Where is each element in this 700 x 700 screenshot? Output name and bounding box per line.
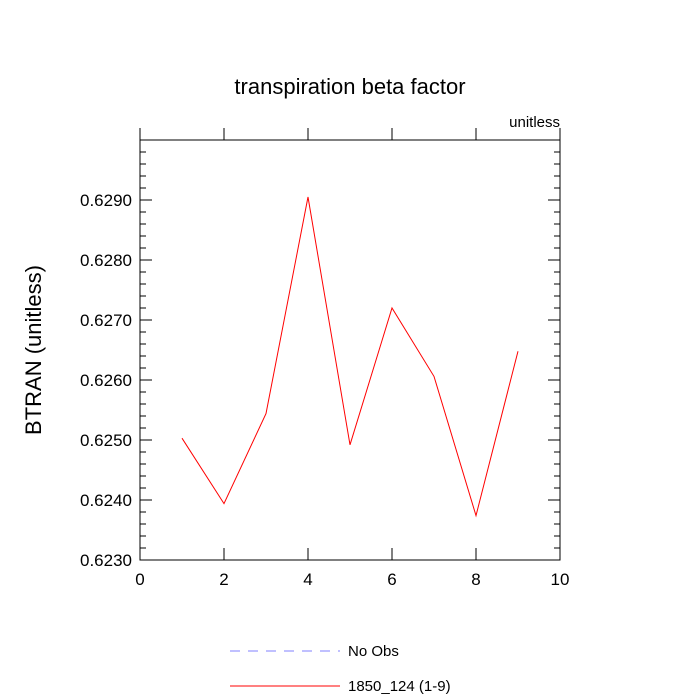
axis-ticks <box>139 128 561 561</box>
y-tick-label: 0.6250 <box>80 431 132 450</box>
y-tick-label: 0.6240 <box>80 491 132 510</box>
legend-label: No Obs <box>348 643 399 660</box>
x-tick-label: 0 <box>135 570 144 589</box>
x-tick-label: 10 <box>551 570 570 589</box>
x-tick-label: 4 <box>303 570 312 589</box>
y-tick-label: 0.6270 <box>80 311 132 330</box>
axis-tick-labels: 0 2 4 6 8 10 0.6230 0.6240 0.6250 0.6260 0.6270 0.6… <box>80 191 569 589</box>
x-tick-label: 6 <box>387 570 396 589</box>
y-axis-label: BTRAN (unitless) <box>21 265 46 435</box>
x-tick-label: 2 <box>219 570 228 589</box>
plot-frame <box>139 139 561 561</box>
x-tick-label: 8 <box>471 570 480 589</box>
units-label: unitless <box>509 114 560 131</box>
legend: No Obs 1850_124 (1-9) <box>230 643 451 695</box>
legend-label: 1850_124 (1-9) <box>348 678 451 695</box>
y-tick-label: 0.6230 <box>80 551 132 570</box>
y-tick-label: 0.6280 <box>80 251 132 270</box>
chart-title: transpiration beta factor <box>234 74 465 99</box>
y-tick-label: 0.6260 <box>80 371 132 390</box>
data-series <box>181 196 519 518</box>
y-tick-label: 0.6290 <box>80 191 132 210</box>
series-line <box>181 196 519 518</box>
